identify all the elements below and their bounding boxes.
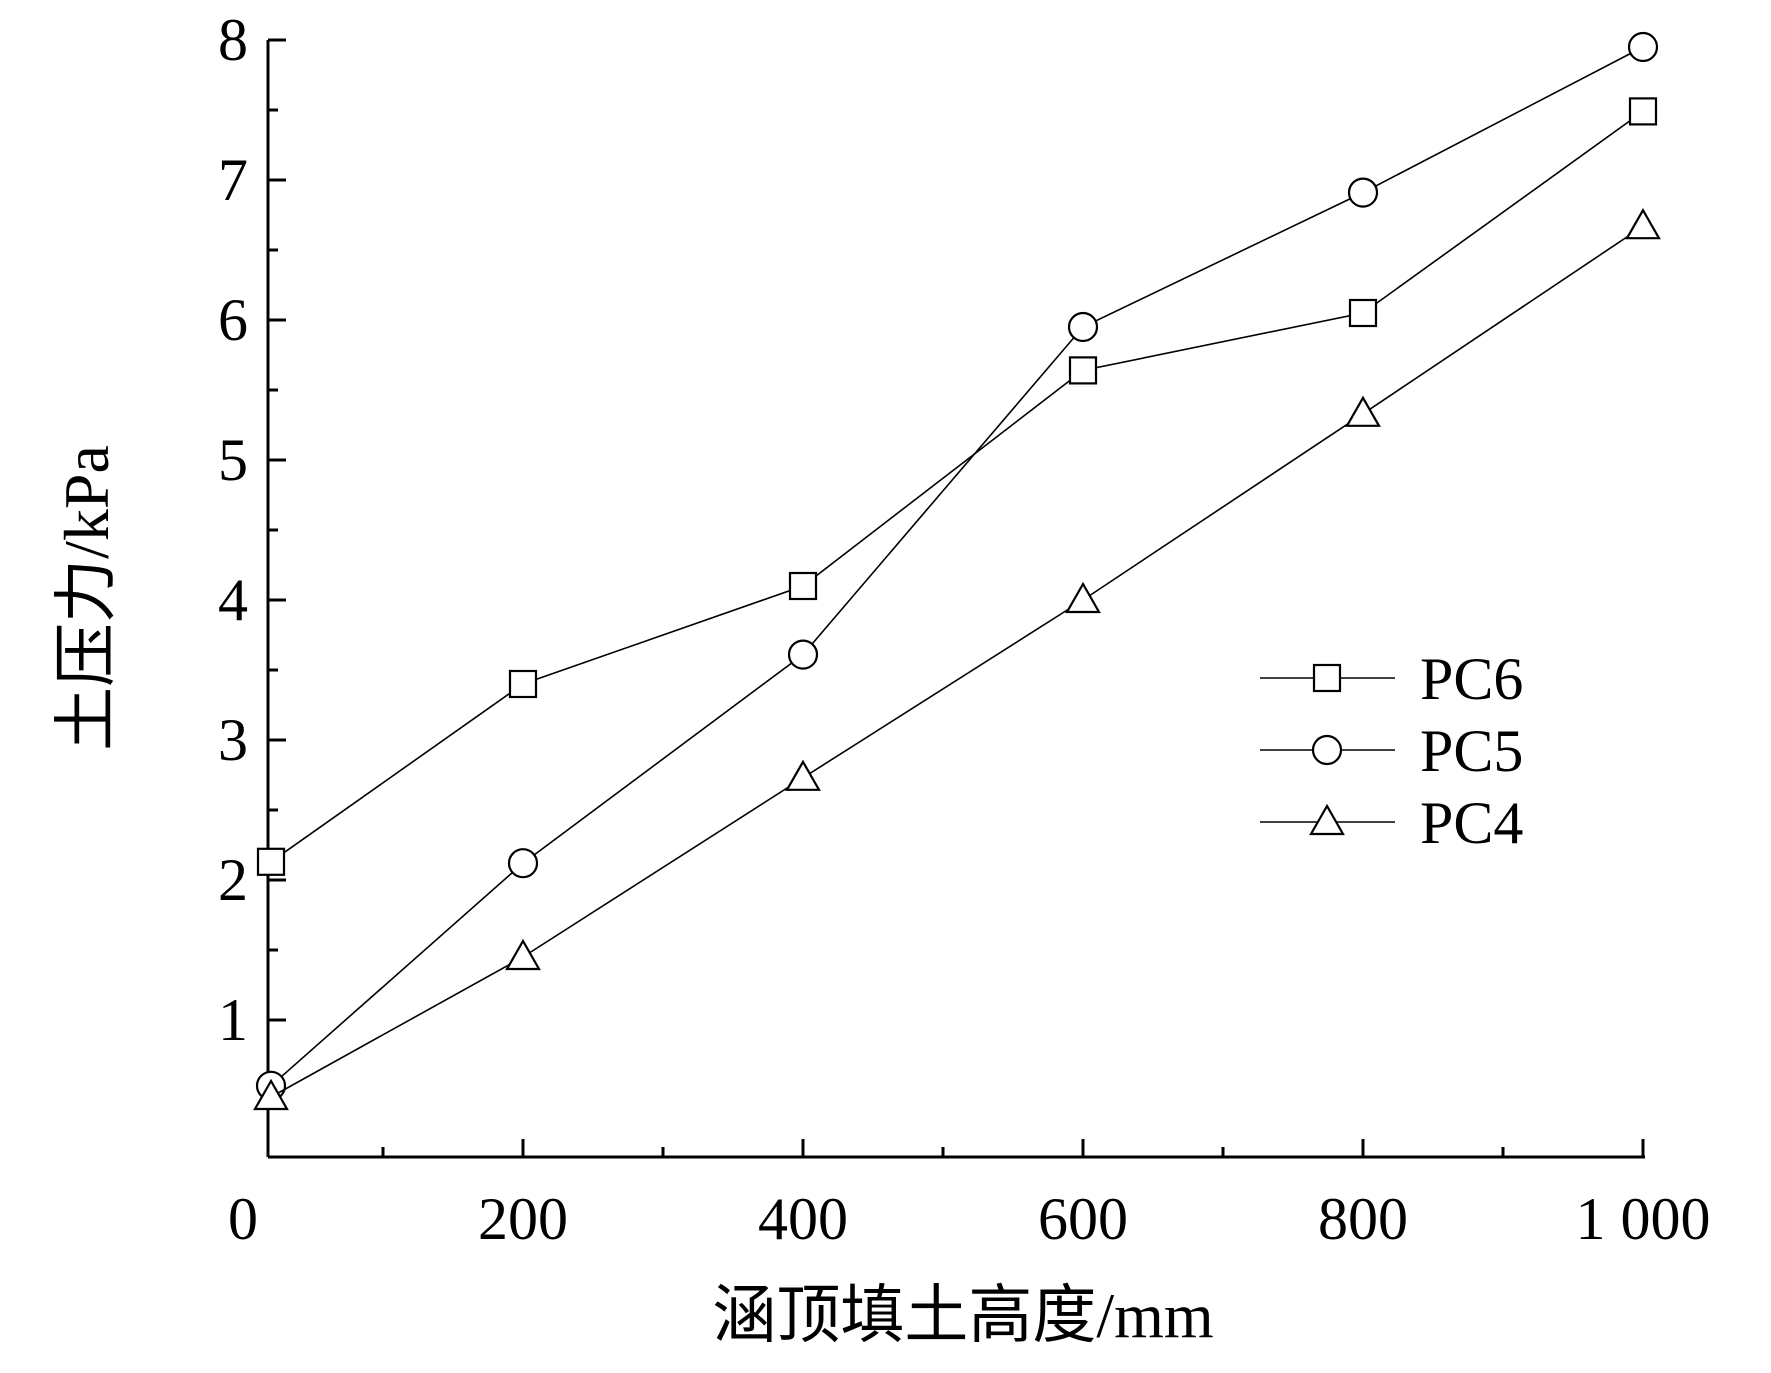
legend-label: PC5 bbox=[1420, 718, 1523, 784]
series-line bbox=[270, 46, 1644, 1087]
data-point-square bbox=[1068, 356, 1098, 385]
y-tick-label: 4 bbox=[218, 567, 248, 633]
x-tick-label: 0 bbox=[228, 1186, 258, 1252]
data-point-triangle bbox=[505, 938, 541, 971]
axes: 1 2 3 4 5 6 7 8 0 200 400 600 800 1 000 bbox=[218, 7, 1711, 1252]
data-point-triangle bbox=[253, 1078, 289, 1111]
series-pc4 bbox=[253, 207, 1661, 1111]
series-line bbox=[270, 110, 1644, 863]
legend-label: PC6 bbox=[1420, 646, 1523, 712]
data-point-triangle bbox=[1345, 395, 1381, 427]
data-point-triangle bbox=[785, 759, 821, 791]
x-axis-title: 涵顶填土高度/mm bbox=[712, 1280, 1213, 1351]
x-tick-label: 600 bbox=[1038, 1186, 1128, 1252]
y-tick-label: 2 bbox=[218, 847, 248, 913]
data-point-square bbox=[1348, 298, 1378, 328]
y-tick-label: 6 bbox=[218, 287, 248, 353]
legend-label: PC4 bbox=[1420, 790, 1523, 856]
series-pc5 bbox=[255, 31, 1659, 1101]
data-point-circle bbox=[787, 639, 819, 670]
data-point-circle bbox=[1627, 31, 1659, 63]
series-layer bbox=[253, 31, 1661, 1111]
y-axis-title: 土压力/kPa bbox=[51, 445, 122, 751]
y-tick-label: 8 bbox=[218, 7, 248, 73]
legend-marker-square bbox=[1312, 663, 1342, 693]
y-tick-label: 3 bbox=[218, 707, 248, 773]
x-tick-label: 400 bbox=[758, 1186, 848, 1252]
data-point-circle bbox=[1067, 311, 1099, 343]
data-point-triangle bbox=[1625, 207, 1661, 240]
legend-item-pc4: PC4 bbox=[1260, 790, 1523, 856]
data-point-square bbox=[508, 669, 538, 699]
data-point-triangle bbox=[1065, 581, 1101, 614]
legend-marker-circle bbox=[1311, 734, 1343, 766]
y-tick-label: 5 bbox=[218, 427, 248, 493]
data-point-square bbox=[788, 571, 818, 601]
data-point-circle bbox=[507, 848, 539, 879]
data-point-square bbox=[256, 847, 286, 876]
y-tick-label: 1 bbox=[218, 987, 248, 1053]
data-point-circle bbox=[1347, 177, 1379, 208]
series-pc6 bbox=[256, 97, 1658, 876]
x-tick-label: 800 bbox=[1318, 1186, 1408, 1252]
y-tick-label: 7 bbox=[218, 147, 248, 213]
data-point-square bbox=[1628, 97, 1658, 126]
x-tick-label: 200 bbox=[478, 1186, 568, 1252]
series-line bbox=[270, 225, 1644, 1098]
legend-marker-triangle bbox=[1309, 803, 1345, 836]
legend-item-pc6: PC6 bbox=[1260, 646, 1523, 712]
legend-item-pc5: PC5 bbox=[1260, 718, 1523, 784]
x-tick-label: 1 000 bbox=[1576, 1186, 1711, 1252]
